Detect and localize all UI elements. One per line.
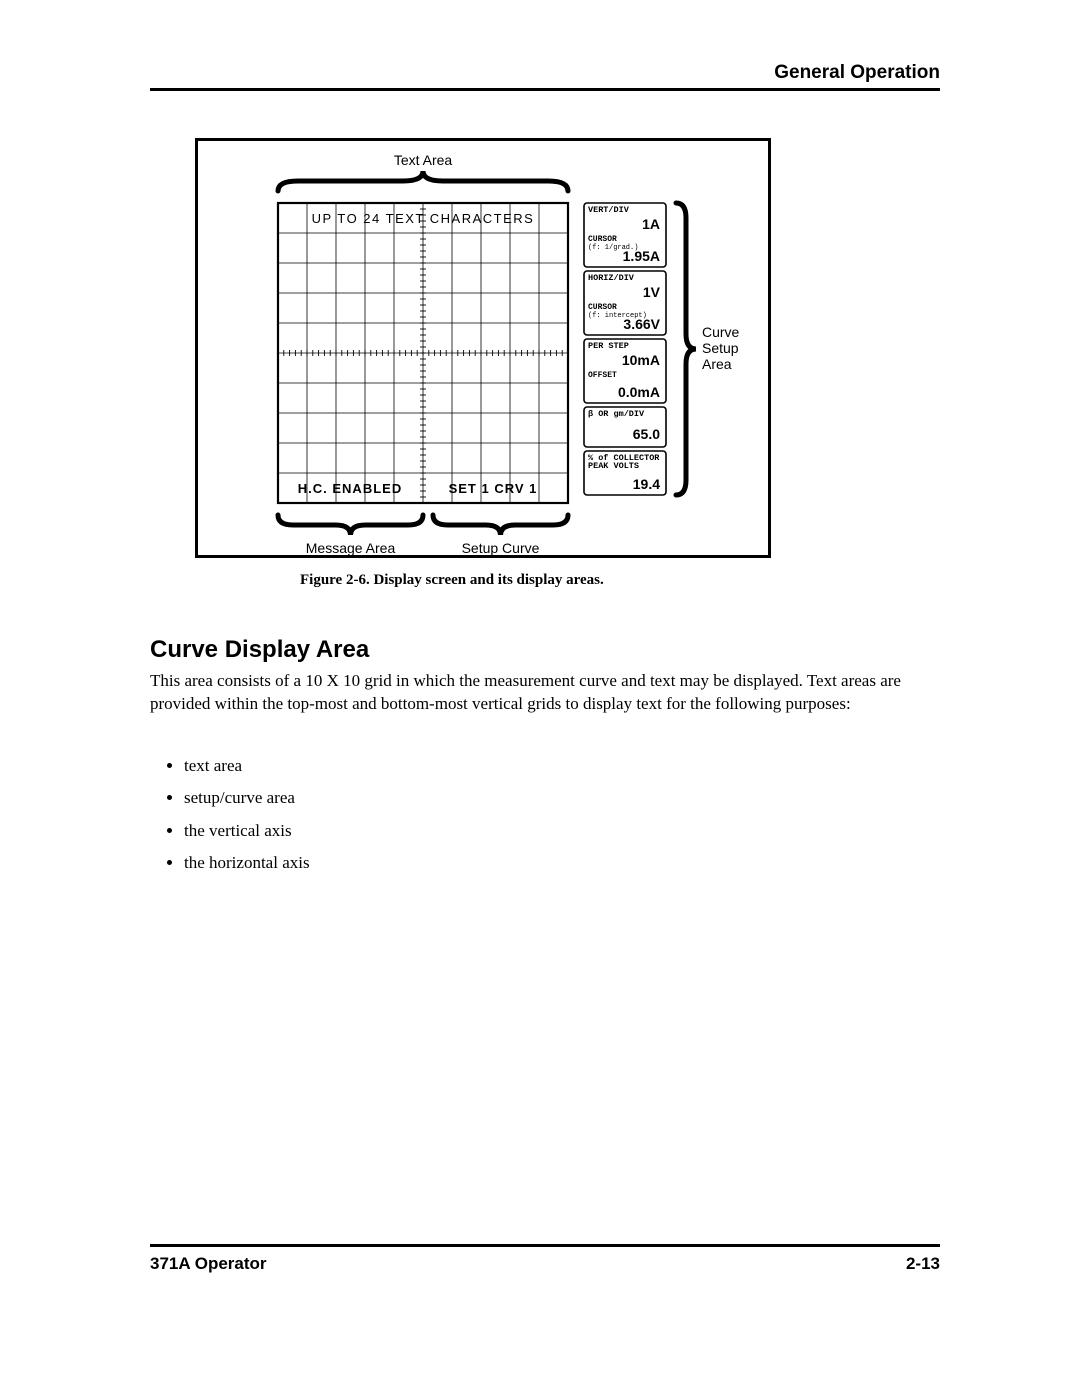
svg-text:3.66V: 3.66V	[623, 316, 660, 332]
svg-text:65.0: 65.0	[633, 426, 660, 442]
svg-text:PER STEP: PER STEP	[588, 341, 629, 351]
footer-rule	[150, 1244, 940, 1247]
section-heading: Curve Display Area	[150, 636, 369, 664]
bullet-item: text area	[184, 750, 310, 782]
bullet-item: the vertical axis	[184, 815, 310, 847]
figure-caption: Figure 2-6. Display screen and its displ…	[300, 572, 604, 589]
header-section-title: General Operation	[774, 62, 940, 84]
svg-text:UP TO 24 TEXT CHARACTERS: UP TO 24 TEXT CHARACTERS	[312, 211, 535, 226]
svg-text:Setup Curve: Setup Curve	[462, 540, 540, 555]
svg-text:1A: 1A	[642, 216, 660, 232]
body-paragraph: This area consists of a 10 X 10 grid in …	[150, 670, 940, 716]
svg-text:0.0mA: 0.0mA	[618, 384, 660, 400]
body-bullet-list: text areasetup/curve areathe vertical ax…	[162, 750, 310, 879]
svg-text:CURSOR: CURSOR	[588, 235, 617, 244]
svg-text:β OR gm/DIV: β OR gm/DIV	[588, 409, 645, 419]
header-rule	[150, 88, 940, 91]
svg-text:Area: Area	[702, 356, 732, 372]
svg-text:PEAK VOLTS: PEAK VOLTS	[588, 461, 639, 471]
svg-text:Curve: Curve	[702, 324, 740, 340]
svg-text:H.C. ENABLED: H.C. ENABLED	[298, 481, 402, 496]
svg-text:1.95A: 1.95A	[623, 248, 660, 264]
svg-text:Text Area: Text Area	[394, 152, 453, 168]
svg-text:HORIZ/DIV: HORIZ/DIV	[588, 273, 635, 283]
svg-text:CURSOR: CURSOR	[588, 303, 617, 312]
page: General Operation UP TO 24 TEXT CHARACTE…	[0, 0, 1080, 1397]
bullet-item: the horizontal axis	[184, 847, 310, 879]
svg-text:Setup: Setup	[702, 340, 739, 356]
svg-text:VERT/DIV: VERT/DIV	[588, 205, 630, 215]
svg-text:SET 1 CRV 1: SET 1 CRV 1	[449, 481, 538, 496]
svg-text:19.4: 19.4	[633, 476, 660, 492]
footer-left: 371A Operator	[150, 1254, 267, 1274]
footer-right: 2-13	[906, 1254, 940, 1274]
figure-frame: UP TO 24 TEXT CHARACTERS H.C. ENABLED SET …	[195, 138, 771, 558]
svg-text:Message Area: Message Area	[306, 540, 396, 555]
svg-text:1V: 1V	[643, 284, 661, 300]
figure-svg: UP TO 24 TEXT CHARACTERS H.C. ENABLED SET …	[198, 141, 768, 555]
svg-text:OFFSET: OFFSET	[588, 371, 617, 380]
bullet-item: setup/curve area	[184, 782, 310, 814]
svg-text:10mA: 10mA	[622, 352, 660, 368]
